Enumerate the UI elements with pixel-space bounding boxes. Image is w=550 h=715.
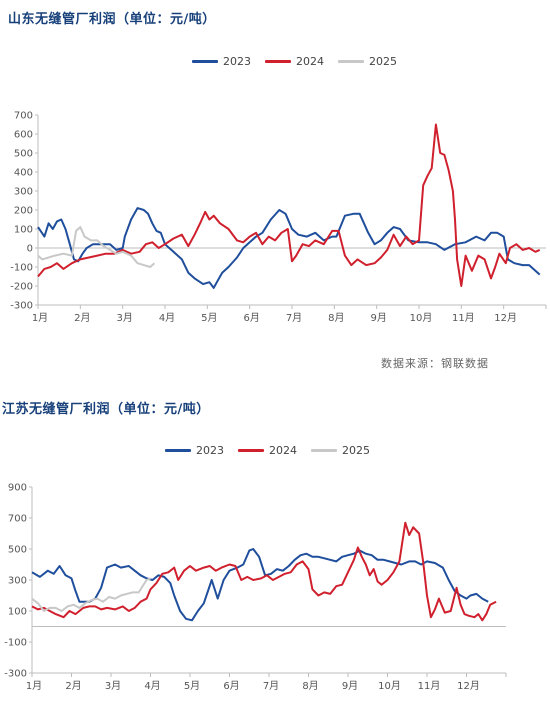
legend-item-2024: 2024 (265, 55, 324, 68)
x-tick-label: 12月 (457, 680, 480, 692)
x-tick-label: 12月 (494, 312, 517, 324)
series-line-2024 (37, 123, 541, 287)
y-tick-label: 100 (8, 607, 27, 618)
x-tick-label: 3月 (105, 680, 121, 692)
x-tick-label: 1月 (32, 312, 48, 324)
chart-title-shandong: 山东无缝管厂利润（单位：元/吨） (8, 12, 216, 27)
y-tick-label: 500 (14, 149, 33, 160)
x-tick-label: 11月 (452, 312, 475, 324)
legend-shandong: 2023 2024 2025 (192, 55, 397, 68)
y-tick-label: 300 (14, 187, 33, 198)
y-tick-label: 500 (8, 545, 27, 556)
legend-label-2023: 2023 (196, 444, 224, 457)
series-line-2025 (37, 226, 156, 268)
legend-label-2025: 2025 (342, 444, 370, 457)
x-tick-label: 2月 (74, 312, 90, 324)
y-tick-label: -100 (10, 263, 33, 274)
y-tick-label: -200 (10, 282, 33, 293)
legend-swatch-2024 (265, 60, 291, 63)
line-chart-shandong: -300 -200 -100 0 100 200 300 400 500 600 700 1月 2月 3月… (10, 111, 547, 324)
y-tick-label: 600 (14, 130, 33, 141)
x-tick-label: 1月 (26, 680, 42, 692)
legend-item-2024: 2024 (238, 444, 297, 457)
series-line-2023 (31, 548, 489, 622)
x-tick-label: 10月 (378, 680, 401, 692)
legend-label-2023: 2023 (223, 55, 251, 68)
x-tick-label: 6月 (223, 680, 239, 692)
x-tick-label: 7月 (263, 680, 279, 692)
legend-swatch-2025 (338, 60, 364, 63)
series-line-2024 (31, 521, 497, 622)
x-tick-label: 3月 (116, 312, 132, 324)
x-tick-label: 11月 (418, 680, 441, 692)
series-line-2025 (31, 577, 151, 612)
x-tick-label: 8月 (302, 680, 318, 692)
y-tick-label: 700 (14, 111, 33, 122)
legend-swatch-2023 (192, 60, 218, 63)
legend-swatch-2023 (165, 449, 191, 452)
legend-item-2025: 2025 (311, 444, 370, 457)
y-tick-label: 700 (8, 514, 27, 525)
legend-jiangsu: 2023 2024 2025 (165, 444, 370, 457)
legend-item-2025: 2025 (338, 55, 397, 68)
y-tick-label: 200 (14, 206, 33, 217)
y-tick-label: 0 (27, 244, 33, 255)
y-tick-label: 400 (14, 168, 33, 179)
source-note: 数据来源：钢联数据 (381, 357, 489, 370)
x-tick-label: 9月 (370, 312, 386, 324)
y-tick-label: -300 (10, 301, 33, 312)
x-tick-label: 8月 (328, 312, 344, 324)
legend-item-2023: 2023 (165, 444, 224, 457)
y-tick-label: 300 (8, 576, 27, 587)
y-tick-label: -100 (4, 638, 27, 649)
y-tick-label: -300 (4, 669, 27, 680)
x-tick-label: 4月 (159, 312, 175, 324)
x-tick-label: 6月 (243, 312, 259, 324)
x-tick-label: 9月 (342, 680, 358, 692)
legend-item-2023: 2023 (192, 55, 251, 68)
legend-swatch-2025 (311, 449, 337, 452)
x-tick-label: 2月 (65, 680, 81, 692)
x-tick-label: 7月 (286, 312, 302, 324)
y-tick-label: 900 (8, 483, 27, 494)
chart-title-jiangsu: 江苏无缝管厂利润（单位：元/吨） (2, 402, 210, 417)
legend-label-2024: 2024 (269, 444, 297, 457)
x-tick-label: 5月 (184, 680, 200, 692)
legend-label-2024: 2024 (296, 55, 324, 68)
y-tick-label: 100 (14, 225, 33, 236)
x-tick-label: 10月 (410, 312, 433, 324)
legend-label-2025: 2025 (369, 55, 397, 68)
x-tick-label: 4月 (144, 680, 160, 692)
line-chart-jiangsu: -300 -100 100 300 500 700 900 1月 2月 3月 4月 5月 6月 7月 8月 9… (4, 483, 507, 692)
legend-swatch-2024 (238, 449, 264, 452)
x-tick-label: 5月 (201, 312, 217, 324)
